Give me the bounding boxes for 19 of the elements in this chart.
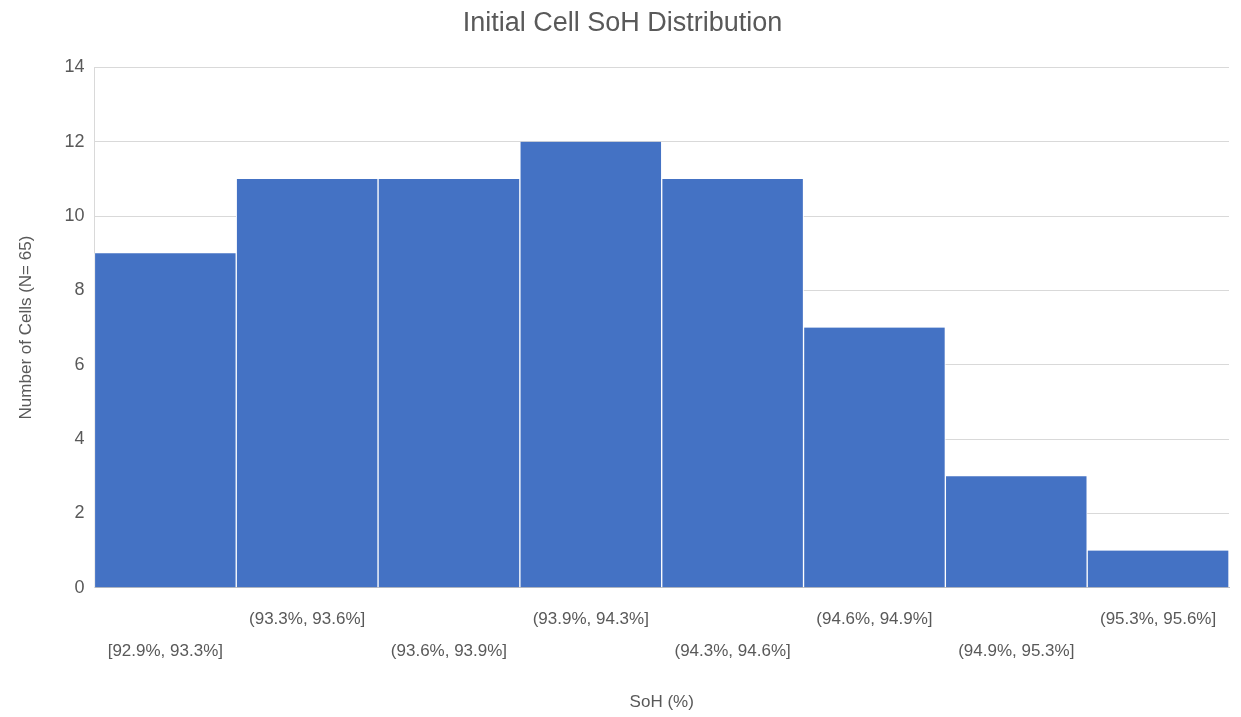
y-axis-title: Number of Cells (N= 65) (15, 235, 35, 420)
x-tick-label: (94.3%, 94.6%] (674, 640, 791, 660)
y-tick-label: 4 (74, 428, 85, 449)
y-tick-label: 10 (64, 205, 85, 226)
x-tick-label: (94.9%, 95.3%] (958, 640, 1075, 660)
x-tick-label: (94.6%, 94.9%] (816, 609, 933, 629)
y-tick-label: 6 (74, 353, 85, 374)
y-tick-label: 0 (74, 576, 85, 597)
x-axis-title: SoH (%) (629, 692, 694, 712)
x-tick-label: (93.9%, 94.3%] (532, 609, 649, 629)
x-tick-label: (93.6%, 93.9%] (390, 640, 508, 660)
y-tick-label: 2 (74, 502, 85, 523)
y-tick-label: 8 (74, 279, 85, 300)
y-tick-label: 14 (64, 56, 85, 77)
chart-title: Initial Cell SoH Distribution (462, 6, 783, 37)
x-tick-label: (95.3%, 95.6%] (1099, 609, 1217, 629)
x-tick-label: [92.9%, 93.3%] (107, 640, 223, 660)
y-tick-label: 12 (64, 130, 85, 151)
x-tick-label: (93.3%, 93.6%] (249, 609, 366, 629)
